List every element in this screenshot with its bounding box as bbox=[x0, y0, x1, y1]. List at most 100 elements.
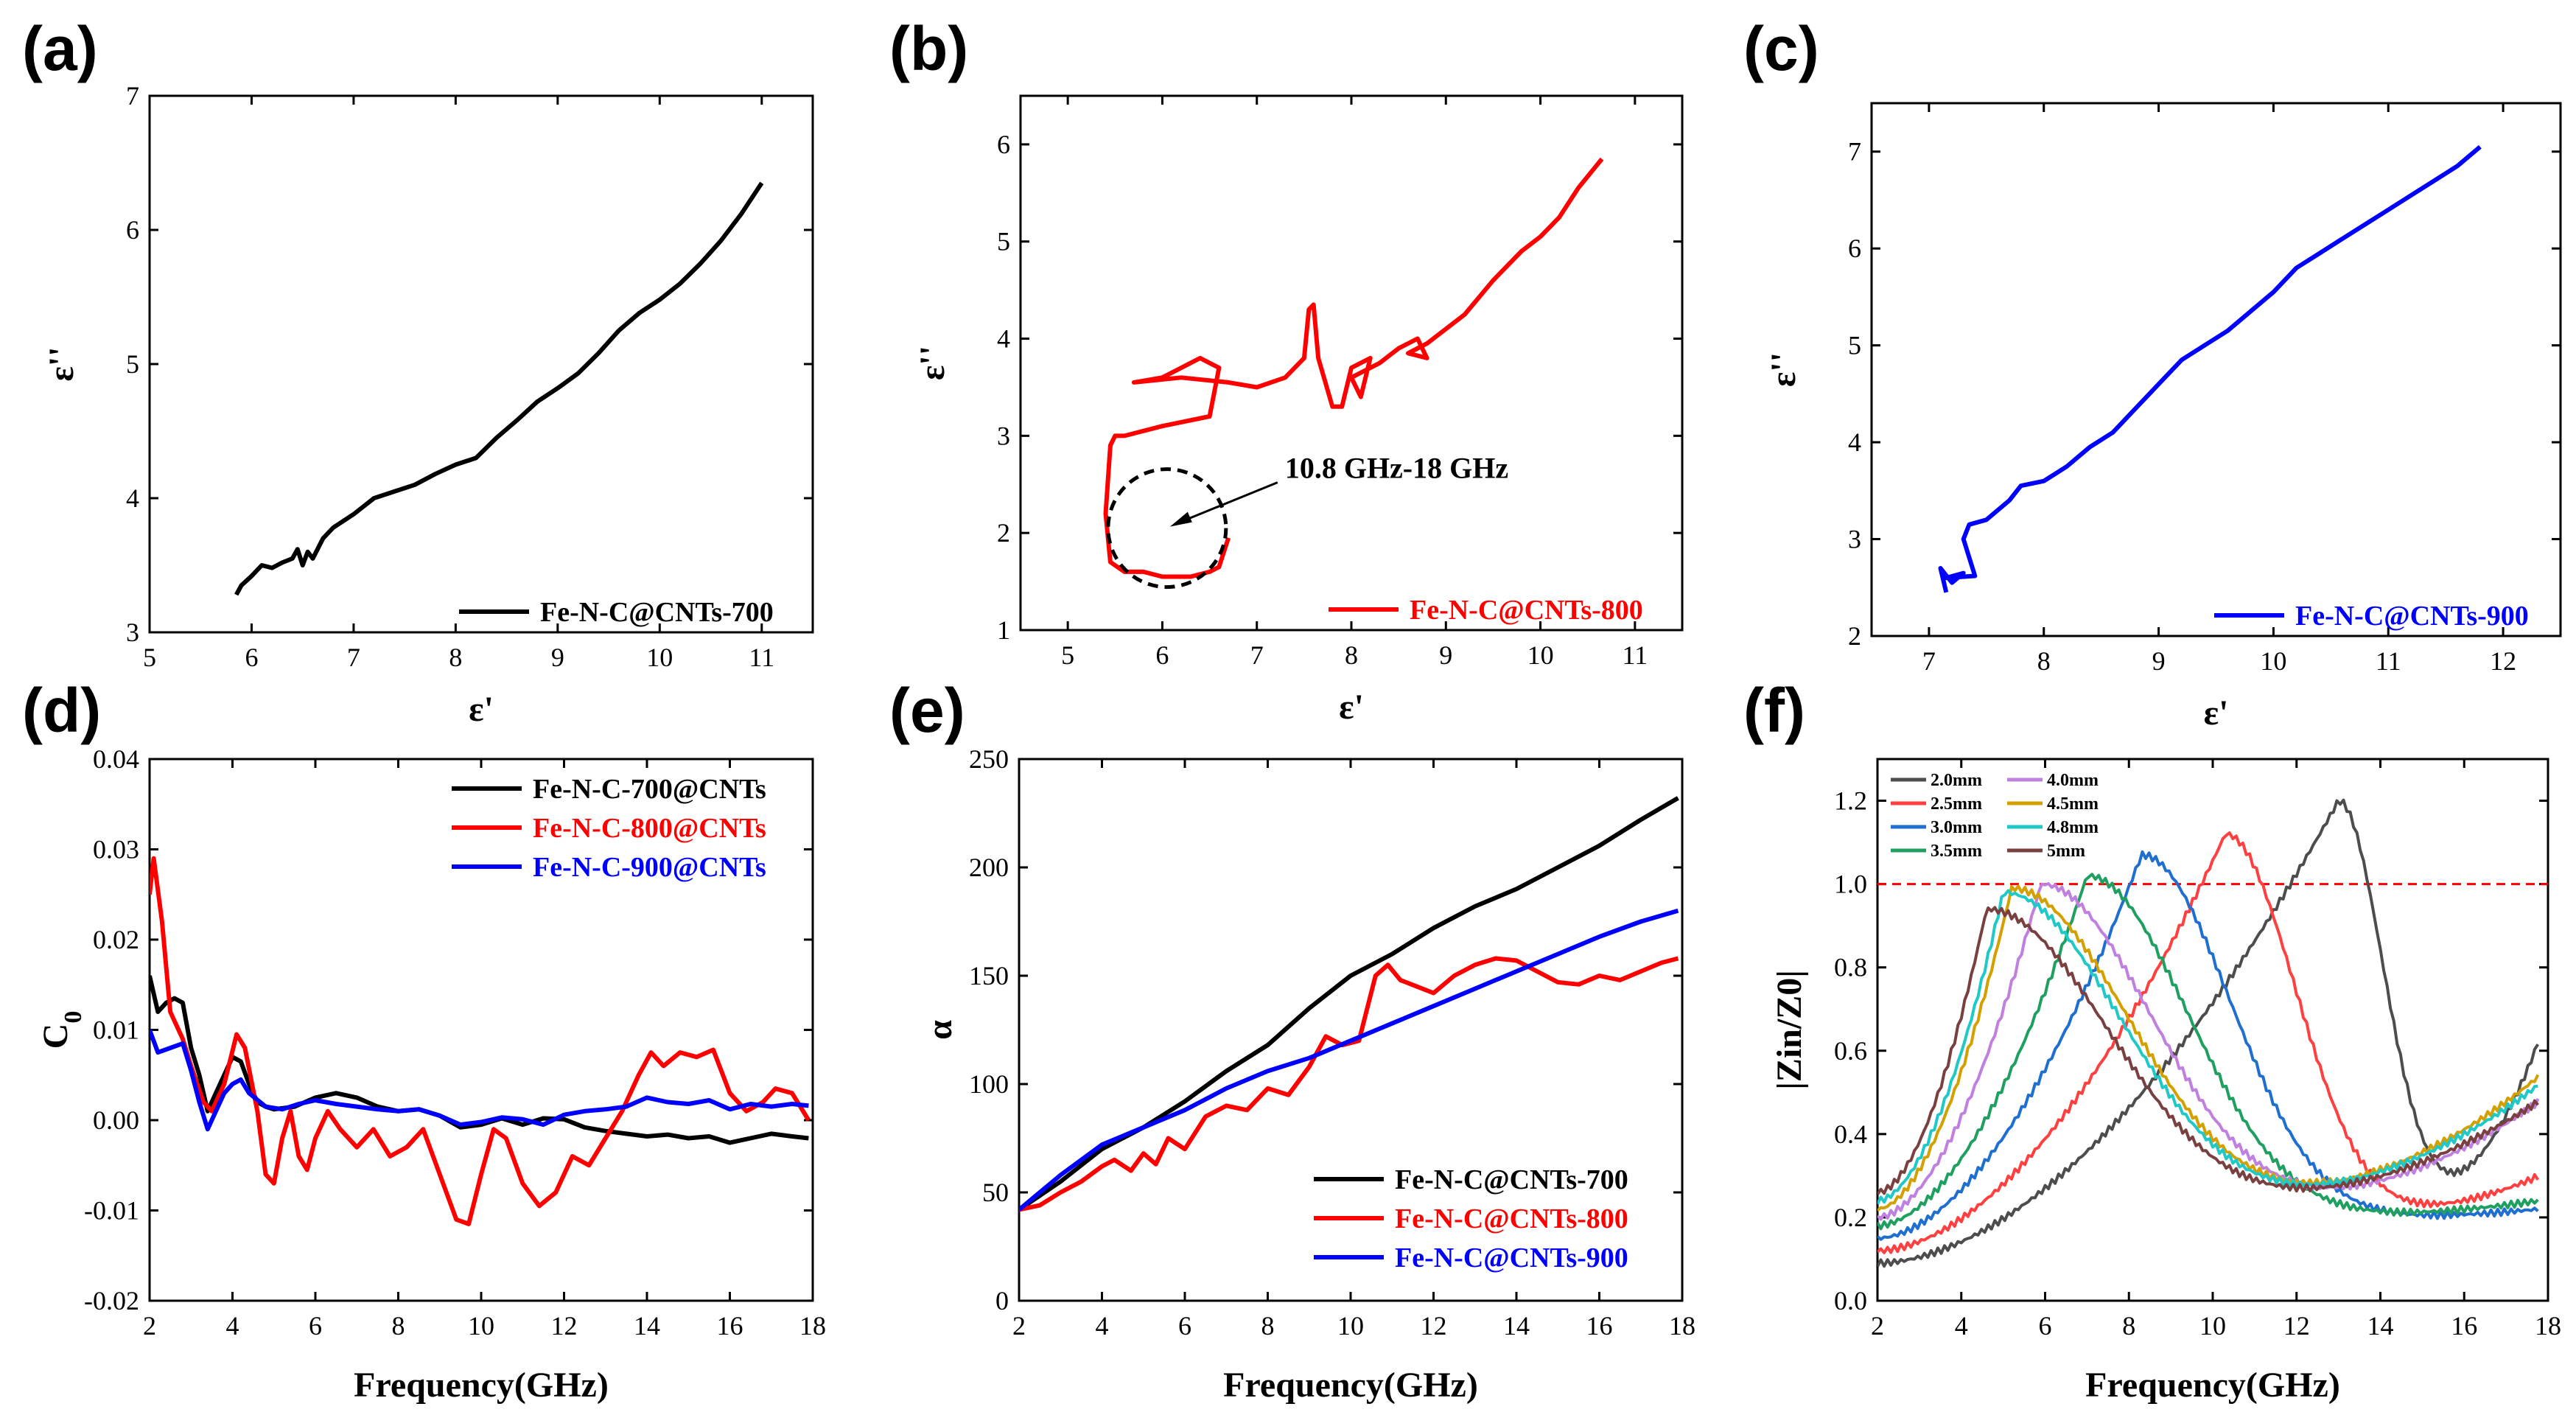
y-tick-label: 100 bbox=[969, 1069, 1009, 1099]
x-tick-label: 12 bbox=[1421, 1311, 1447, 1341]
legend-label: Fe-N-C@CNTs-900 bbox=[1395, 1243, 1628, 1273]
legend-label: 2.0mm bbox=[1931, 771, 1982, 790]
legend-label: Fe-N-C@CNTs-700 bbox=[540, 597, 774, 628]
plot-frame bbox=[1019, 94, 1684, 632]
legend-label: 5mm bbox=[2047, 842, 2085, 861]
y-tick-label: 5 bbox=[126, 349, 139, 379]
y-tick-label: 0.0 bbox=[1834, 1286, 1867, 1315]
chart-a: 5 6 7 8 9 10 11 3 4 5 6 7 ε' ε'' Fe-N-C@CNTs-700 bbox=[42, 81, 814, 729]
x-tick-label: 10 bbox=[2260, 646, 2286, 676]
y-tick-label: 150 bbox=[969, 961, 1009, 990]
y-tick-label: 6 bbox=[1848, 234, 1861, 263]
chart-e: 2 4 6 8 10 12 14 16 18 0 50 100 150 200 250 Frequency(G… bbox=[920, 744, 1695, 1405]
y-tick-label: 4 bbox=[126, 483, 139, 513]
x-tick-label: 6 bbox=[1155, 640, 1169, 670]
series-line-f-4 bbox=[1877, 882, 2540, 1221]
panel-label-f: (f) bbox=[1743, 676, 1805, 745]
x-tick-label: 9 bbox=[2152, 646, 2166, 676]
legend-label: Fe-N-C@CNTs-900 bbox=[2295, 601, 2529, 632]
series-line-f-2 bbox=[1877, 850, 2539, 1241]
y-tick-label: 2 bbox=[1848, 621, 1861, 651]
arrow-head bbox=[1169, 511, 1192, 527]
y-tick-label: 50 bbox=[982, 1178, 1009, 1207]
x-tick-label: 10 bbox=[646, 643, 673, 672]
x-tick-label: 8 bbox=[1345, 640, 1358, 670]
x-axis-label: Frequency(GHz) bbox=[1223, 1366, 1478, 1405]
x-tick-label: 7 bbox=[1250, 640, 1264, 670]
y-tick-label: 3 bbox=[997, 421, 1010, 450]
legend-label: 2.5mm bbox=[1931, 794, 1982, 814]
x-axis-label: ε' bbox=[469, 690, 494, 729]
x-tick-label: 14 bbox=[1503, 1311, 1530, 1341]
series-line-f-1 bbox=[1877, 831, 2539, 1254]
legend-label: Fe-N-C@CNTs-700 bbox=[1395, 1164, 1628, 1195]
series-line-d-1 bbox=[150, 856, 811, 1226]
legend-label: Fe-N-C@CNTs-800 bbox=[1410, 595, 1643, 626]
y-tick-label: 7 bbox=[126, 81, 139, 111]
annotation-circle bbox=[1106, 467, 1228, 590]
x-tick-label: 12 bbox=[2283, 1311, 2310, 1341]
y-tick-label: 4 bbox=[997, 324, 1010, 354]
y-tick-label: 0.03 bbox=[93, 835, 139, 864]
legend-label: 4.8mm bbox=[2047, 818, 2099, 837]
y-tick-label: 2 bbox=[997, 518, 1010, 548]
chart-d: 2 4 6 8 10 12 14 16 18 -0.02 -0.01 0.00 0.01 0.02 0.03… bbox=[36, 744, 826, 1405]
x-tick-label: 12 bbox=[2490, 646, 2516, 676]
y-axis-label: ε'' bbox=[913, 346, 952, 380]
x-tick-label: 10 bbox=[468, 1311, 494, 1341]
x-tick-label: 14 bbox=[2367, 1311, 2394, 1341]
x-tick-label: 11 bbox=[2376, 646, 2401, 676]
panel-label-a: (a) bbox=[22, 14, 98, 83]
x-tick-label: 10 bbox=[1527, 640, 1554, 670]
x-axis-label: ε' bbox=[1339, 688, 1364, 727]
plot-frame bbox=[148, 94, 814, 634]
panel-label-d: (d) bbox=[22, 676, 101, 745]
chart-b: 5 6 7 8 9 10 11123456ε'ε''Fe-N-C@CNTs-80010.8 … bbox=[913, 94, 1684, 727]
x-tick-label: 9 bbox=[551, 643, 564, 672]
x-tick-label: 8 bbox=[1261, 1311, 1275, 1341]
panel-label-c: (c) bbox=[1743, 14, 1819, 83]
x-tick-label: 18 bbox=[2535, 1311, 2561, 1341]
series-line-b-0 bbox=[1103, 157, 1604, 579]
series-line-f-5 bbox=[1877, 884, 2540, 1212]
legend-label: 4.5mm bbox=[2047, 794, 2099, 814]
y-tick-label: 3 bbox=[126, 618, 139, 647]
y-tick-label: 0.2 bbox=[1834, 1203, 1867, 1232]
x-tick-label: 6 bbox=[1178, 1311, 1191, 1341]
x-tick-label: 4 bbox=[226, 1311, 239, 1341]
y-tick-label: 3 bbox=[1848, 525, 1861, 554]
y-tick-label: 1.0 bbox=[1834, 870, 1867, 899]
plot-frame bbox=[1870, 102, 2562, 637]
y-tick-label: 6 bbox=[997, 130, 1010, 159]
x-axis-label: ε' bbox=[2204, 693, 2229, 733]
y-tick-label: 0.4 bbox=[1834, 1119, 1867, 1149]
y-tick-label: 0 bbox=[995, 1286, 1009, 1315]
y-tick-label: 0.01 bbox=[93, 1016, 139, 1045]
x-tick-label: 5 bbox=[1061, 640, 1074, 670]
y-axis-label: C0 bbox=[36, 1011, 87, 1049]
y-tick-label: 5 bbox=[997, 227, 1010, 256]
x-tick-label: 10 bbox=[2199, 1311, 2226, 1341]
x-tick-label: 8 bbox=[2122, 1311, 2135, 1341]
y-tick-label: 0.04 bbox=[93, 744, 139, 774]
y-tick-label: 250 bbox=[969, 744, 1009, 774]
x-tick-label: 12 bbox=[551, 1311, 578, 1341]
y-axis-label: ε'' bbox=[42, 346, 81, 381]
x-tick-label: 16 bbox=[2451, 1311, 2477, 1341]
x-tick-label: 6 bbox=[2039, 1311, 2052, 1341]
x-tick-label: 18 bbox=[799, 1311, 826, 1341]
x-tick-label: 16 bbox=[717, 1311, 743, 1341]
x-tick-label: 16 bbox=[1586, 1311, 1613, 1341]
series-line-f-6 bbox=[1877, 889, 2538, 1205]
y-tick-label: 6 bbox=[126, 215, 139, 245]
y-tick-label: -0.01 bbox=[84, 1196, 139, 1226]
x-axis-label: Frequency(GHz) bbox=[2085, 1366, 2340, 1405]
series-line-e-0 bbox=[1019, 796, 1679, 1212]
series-line-f-7 bbox=[1877, 906, 2539, 1195]
legend-label: 3.5mm bbox=[1931, 842, 1982, 861]
x-tick-label: 4 bbox=[1096, 1311, 1109, 1341]
x-tick-label: 10 bbox=[1337, 1311, 1364, 1341]
x-tick-label: 7 bbox=[1922, 646, 1936, 676]
x-tick-label: 2 bbox=[143, 1311, 156, 1341]
